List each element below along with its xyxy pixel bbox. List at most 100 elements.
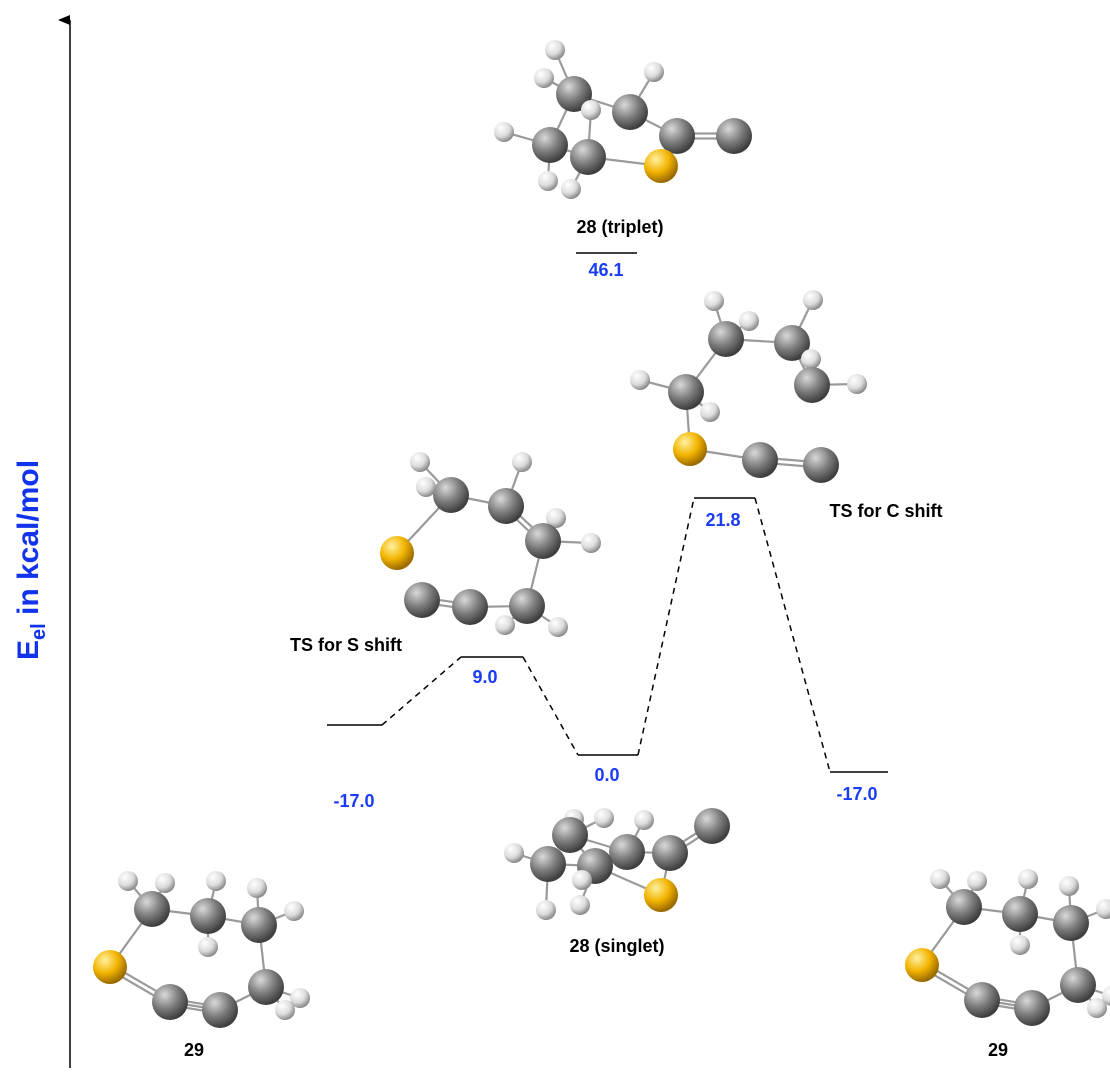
label-triplet: 28 (triplet) bbox=[576, 217, 663, 237]
species-labels: 29 29 28 (singlet) 28 (triplet) TS for S… bbox=[184, 217, 1008, 1060]
carbon-atom bbox=[532, 127, 568, 163]
hydrogen-atom bbox=[247, 878, 267, 898]
y-axis-label-main: E bbox=[12, 640, 45, 660]
sulfur-atom bbox=[673, 432, 707, 466]
carbon-atom bbox=[716, 118, 752, 154]
carbon-atom bbox=[612, 94, 648, 130]
molecule-28-triplet bbox=[494, 40, 752, 199]
carbon-atom bbox=[241, 907, 277, 943]
hydrogen-atom bbox=[495, 615, 515, 635]
label-ts-c: TS for C shift bbox=[830, 501, 943, 521]
carbon-atom bbox=[668, 374, 704, 410]
hydrogen-atom bbox=[1010, 935, 1030, 955]
label-product: 29 bbox=[988, 1040, 1008, 1060]
hydrogen-atom bbox=[561, 179, 581, 199]
hydrogen-atom bbox=[847, 374, 867, 394]
hydrogen-atom bbox=[1018, 869, 1038, 889]
energy-levels bbox=[327, 252, 888, 773]
energy-singlet: 0.0 bbox=[594, 765, 619, 785]
carbon-atom bbox=[1060, 967, 1096, 1003]
hydrogen-atom bbox=[581, 100, 601, 120]
carbon-atom bbox=[803, 447, 839, 483]
carbon-atom bbox=[694, 808, 730, 844]
carbon-atom bbox=[488, 488, 524, 524]
carbon-atom bbox=[525, 523, 561, 559]
carbon-atom bbox=[794, 367, 830, 403]
energy-ts-s: 9.0 bbox=[472, 667, 497, 687]
carbon-atom bbox=[248, 969, 284, 1005]
sulfur-atom bbox=[380, 536, 414, 570]
carbon-atom bbox=[946, 889, 982, 925]
hydrogen-atom bbox=[198, 937, 218, 957]
hydrogen-atom bbox=[545, 40, 565, 60]
carbon-atom bbox=[708, 321, 744, 357]
molecule-29-left bbox=[93, 871, 310, 1028]
hydrogen-atom bbox=[275, 1000, 295, 1020]
path-ts-s-to-singlet bbox=[522, 656, 579, 756]
sulfur-atom bbox=[644, 878, 678, 912]
hydrogen-atom bbox=[155, 873, 175, 893]
path-reactant-to-ts-s bbox=[381, 656, 462, 726]
carbon-atom bbox=[652, 835, 688, 871]
carbon-atom bbox=[742, 442, 778, 478]
hydrogen-atom bbox=[572, 870, 592, 890]
label-ts-s: TS for S shift bbox=[290, 635, 402, 655]
hydrogen-atom bbox=[1087, 998, 1107, 1018]
hydrogen-atom bbox=[494, 122, 514, 142]
hydrogen-atom bbox=[1102, 986, 1110, 1006]
sulfur-atom bbox=[644, 149, 678, 183]
hydrogen-atom bbox=[290, 988, 310, 1008]
energy-triplet: 46.1 bbox=[588, 260, 623, 280]
hydrogen-atom bbox=[700, 402, 720, 422]
carbon-atom bbox=[433, 477, 469, 513]
hydrogen-atom bbox=[410, 452, 430, 472]
hydrogen-atom bbox=[416, 477, 436, 497]
reaction-path bbox=[381, 497, 831, 773]
carbon-atom bbox=[152, 984, 188, 1020]
hydrogen-atom bbox=[570, 895, 590, 915]
carbon-atom bbox=[570, 139, 606, 175]
molecule-ts-s-shift bbox=[380, 452, 601, 637]
hydrogen-atom bbox=[546, 508, 566, 528]
sulfur-atom bbox=[905, 948, 939, 982]
carbon-atom bbox=[552, 817, 588, 853]
label-reactant: 29 bbox=[184, 1040, 204, 1060]
hydrogen-atom bbox=[284, 901, 304, 921]
hydrogen-atom bbox=[206, 871, 226, 891]
energy-reactant: -17.0 bbox=[333, 791, 374, 811]
carbon-atom bbox=[190, 898, 226, 934]
y-axis-label-rest: in kcal/mol bbox=[12, 460, 45, 623]
molecule-28-singlet bbox=[504, 808, 730, 920]
carbon-atom bbox=[556, 76, 592, 112]
hydrogen-atom bbox=[504, 843, 524, 863]
hydrogen-atom bbox=[634, 810, 654, 830]
carbon-atom bbox=[530, 846, 566, 882]
label-singlet: 28 (singlet) bbox=[569, 936, 664, 956]
hydrogen-atom bbox=[536, 900, 556, 920]
hydrogen-atom bbox=[630, 370, 650, 390]
hydrogen-atom bbox=[803, 290, 823, 310]
hydrogen-atom bbox=[1059, 876, 1079, 896]
hydrogen-atom bbox=[534, 68, 554, 88]
hydrogen-atom bbox=[512, 452, 532, 472]
carbon-atom bbox=[404, 582, 440, 618]
path-ts-c-to-product bbox=[754, 497, 831, 773]
energy-values: -17.0 9.0 0.0 21.8 -17.0 46.1 bbox=[333, 260, 877, 811]
path-singlet-to-ts-c bbox=[637, 497, 695, 756]
energy-ts-c: 21.8 bbox=[705, 510, 740, 530]
carbon-atom bbox=[659, 118, 695, 154]
hydrogen-atom bbox=[801, 349, 821, 369]
carbon-atom bbox=[774, 325, 810, 361]
hydrogen-atom bbox=[704, 291, 724, 311]
molecule-ts-c-shift bbox=[630, 290, 867, 483]
carbon-atom bbox=[1002, 896, 1038, 932]
molecule-29-right bbox=[905, 869, 1110, 1026]
y-axis-label: Eel in kcal/mol bbox=[12, 460, 50, 660]
y-axis-label-subscript: el bbox=[28, 623, 50, 640]
carbon-atom bbox=[452, 589, 488, 625]
energy-product: -17.0 bbox=[836, 784, 877, 804]
carbon-atom bbox=[609, 834, 645, 870]
hydrogen-atom bbox=[118, 871, 138, 891]
